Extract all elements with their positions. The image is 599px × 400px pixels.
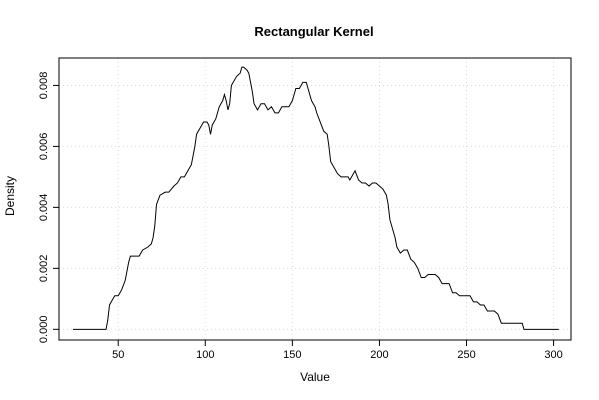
x-tick-label: 150	[283, 349, 301, 361]
x-axis-label: Value	[300, 370, 330, 384]
plot-frame	[58, 57, 572, 341]
chart-title: Rectangular Kernel	[254, 24, 373, 39]
x-tick-label: 250	[457, 349, 475, 361]
grid-lines	[59, 58, 571, 340]
x-tick-label: 200	[370, 349, 388, 361]
x-tick-label: 100	[196, 349, 214, 361]
x-axis: 50 100 150 200 250 300	[112, 340, 563, 361]
y-tick-label: 0.002	[38, 255, 50, 283]
y-tick-label: 0.004	[38, 194, 50, 222]
y-axis-label: Density	[3, 176, 17, 216]
y-tick-label: 0.006	[38, 133, 50, 161]
y-axis: 0.000 0.002 0.004 0.006 0.008	[38, 72, 59, 343]
x-tick-label: 300	[544, 349, 562, 361]
y-tick-label: 0.008	[38, 72, 50, 100]
density-line	[72, 66, 559, 330]
x-tick-label: 50	[112, 349, 124, 361]
y-tick-label: 0.000	[38, 316, 50, 344]
